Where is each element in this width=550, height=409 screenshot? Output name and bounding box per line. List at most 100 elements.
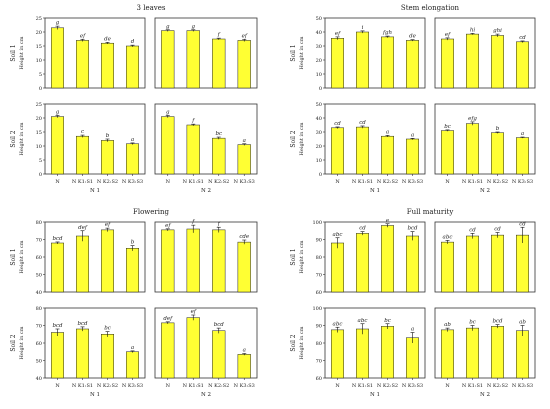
bar (51, 116, 64, 175)
bar (466, 33, 479, 89)
x-tick-label: N K2:S2 (487, 179, 508, 185)
x-tick-label: N K1:S1 (183, 179, 204, 185)
significance-letter: f (217, 221, 221, 227)
bar (516, 137, 529, 175)
y-tick-label: 25 (36, 102, 42, 108)
significance-letter: ef (80, 33, 86, 39)
row-label: Soil 2 (290, 334, 297, 351)
bar (406, 337, 419, 379)
bar (356, 31, 369, 89)
y-tick-label: 40 (36, 376, 42, 382)
significance-letter: i (362, 25, 364, 31)
row-label: Soil 2 (10, 130, 17, 147)
bar (186, 124, 200, 175)
y-tick-label: 15 (36, 44, 42, 50)
significance-letter: de (409, 34, 417, 40)
y-tick-label: 80 (316, 341, 322, 347)
x-tick-label: N K2:S2 (377, 383, 398, 389)
significance-letter: ef (165, 223, 171, 229)
bar (212, 229, 226, 293)
y-axis-label: Height in cm (299, 240, 305, 273)
significance-letter: def (163, 316, 173, 322)
x-tick-label: N K3:S3 (402, 179, 423, 185)
significance-letter: bcd (214, 322, 225, 328)
bar (331, 329, 344, 379)
significance-letter: a (386, 129, 389, 135)
y-tick-label: 80 (36, 220, 42, 226)
y-tick-label: 80 (316, 255, 322, 261)
bar (516, 330, 529, 379)
significance-letter: bcd (52, 236, 63, 242)
x-tick-label: N K1:S1 (352, 179, 373, 185)
bar (381, 135, 394, 175)
row-label: Soil 1 (290, 248, 297, 265)
bar (331, 242, 344, 293)
bar (441, 38, 454, 89)
bar (331, 38, 344, 89)
y-tick-label: 5 (39, 158, 42, 164)
significance-letter: cd (469, 227, 476, 233)
bar (76, 135, 89, 175)
x-tick-label: N K3:S3 (512, 383, 533, 389)
significance-letter: bcd (77, 321, 88, 327)
x-tick-label: N K1:S1 (72, 383, 93, 389)
chart-title: Flowering (133, 208, 170, 216)
x-tick-label: N (445, 383, 450, 389)
bar (212, 38, 226, 89)
significance-letter: ab (519, 320, 526, 326)
y-tick-label: 70 (36, 237, 42, 243)
x-tick-label: N K2:S2 (208, 179, 229, 185)
x-tick-label: N K1:S1 (462, 179, 483, 185)
significance-letter: def (78, 225, 88, 231)
x-tick-label: N K3:S3 (122, 179, 143, 185)
bar (381, 225, 394, 293)
y-tick-label: 0 (39, 86, 42, 92)
y-tick-label: 50 (36, 272, 42, 278)
bar (76, 235, 89, 293)
significance-letter: ghi (493, 28, 502, 34)
y-tick-label: 10 (316, 72, 322, 78)
y-tick-label: 20 (36, 116, 42, 122)
bar (186, 228, 200, 293)
significance-letter: abc (333, 321, 343, 327)
chart-title: 3 leaves (137, 4, 166, 12)
x-tick-label: N K2:S2 (487, 383, 508, 389)
significance-letter: abc (358, 318, 368, 324)
chart-title: Full maturity (407, 208, 454, 216)
significance-letter: g (166, 24, 170, 30)
x-tick-label: N K1:S1 (462, 383, 483, 389)
y-tick-label: 0 (39, 172, 42, 178)
group-label: N 2 (480, 392, 490, 398)
y-tick-label: 100 (312, 220, 322, 226)
row-label: Soil 1 (10, 248, 17, 265)
significance-letter: ef (191, 309, 197, 315)
group-label: N 1 (90, 188, 100, 194)
y-tick-label: 25 (36, 16, 42, 22)
significance-letter: b (131, 240, 135, 246)
significance-letter: e (386, 218, 390, 224)
bar (491, 132, 504, 175)
x-tick-label: N (55, 179, 60, 185)
significance-letter: c (81, 129, 84, 135)
x-tick-label: N K2:S2 (377, 179, 398, 185)
y-tick-label: 60 (36, 255, 42, 261)
significance-letter: bc (444, 124, 451, 130)
x-tick-label: N (166, 383, 171, 389)
x-tick-label: N K3:S3 (122, 383, 143, 389)
y-tick-label: 10 (36, 144, 42, 150)
x-tick-label: N K2:S2 (97, 179, 118, 185)
significance-letter: a (411, 327, 414, 333)
bar (161, 322, 175, 379)
significance-letter: a (521, 131, 524, 137)
significance-letter: g (166, 109, 170, 115)
bar (516, 41, 529, 89)
bar (406, 40, 419, 89)
group-label: N 1 (370, 188, 380, 194)
bar (161, 229, 175, 293)
bar (381, 36, 394, 89)
bar (516, 234, 529, 293)
y-tick-label: 40 (316, 30, 322, 36)
bar (186, 30, 200, 89)
significance-letter: ab (444, 322, 451, 328)
bar (491, 234, 504, 293)
